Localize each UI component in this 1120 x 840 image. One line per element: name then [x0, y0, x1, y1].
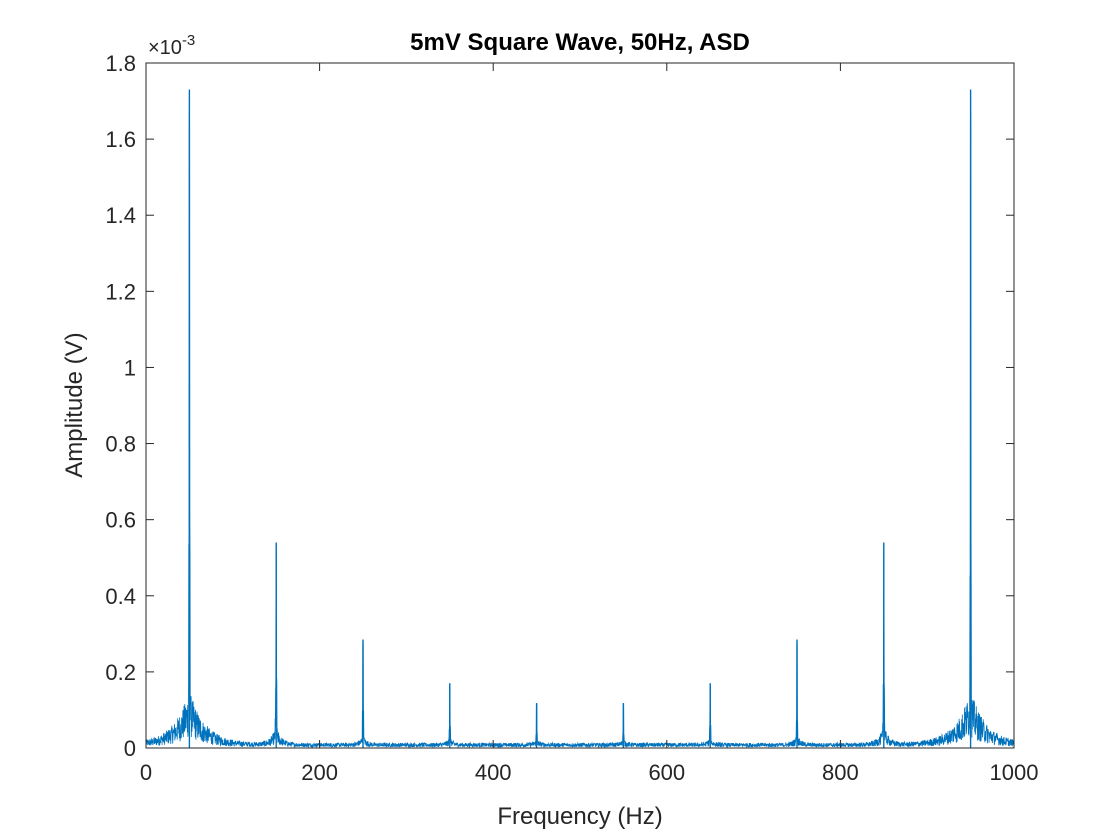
x-axis: 0 200 400 600 800 1000 [140, 63, 1039, 785]
y-tick-label: 1.2 [105, 279, 136, 304]
y-multiplier: ×10-3 [148, 32, 195, 59]
y-tick-label: 1.4 [105, 203, 136, 228]
y-tick-label: 1 [124, 355, 136, 380]
x-tick-label: 600 [648, 760, 685, 785]
x-tick-label: 0 [140, 760, 152, 785]
y-axis-label: Amplitude (V) [61, 332, 88, 477]
x-tick-label: 400 [475, 760, 512, 785]
x-tick-label: 1000 [990, 760, 1039, 785]
series-layer [145, 89, 1015, 749]
y-tick-label: 0.8 [105, 432, 136, 457]
x-axis-label: Frequency (Hz) [497, 803, 662, 830]
y-tick-label: 1.8 [105, 51, 136, 76]
series-line [145, 89, 1015, 749]
y-tick-label: 0.2 [105, 660, 136, 685]
y-multiplier-base: ×10 [148, 37, 182, 59]
axes-box [145, 62, 1015, 749]
y-multiplier-exponent: -3 [182, 32, 195, 49]
y-tick-label: 0 [124, 736, 136, 761]
plot-area [146, 63, 1014, 748]
y-tick-label: 0.6 [105, 508, 136, 533]
x-tick-label: 200 [301, 760, 338, 785]
y-tick-label: 0.4 [105, 584, 136, 609]
chart-title: 5mV Square Wave, 50Hz, ASD [410, 29, 750, 56]
y-tick-label: 1.6 [105, 127, 136, 152]
y-axis: 0 0.2 0.4 0.6 0.8 1 1.2 1.4 1.6 1.8 [105, 51, 1014, 761]
x-tick-label: 800 [822, 760, 859, 785]
